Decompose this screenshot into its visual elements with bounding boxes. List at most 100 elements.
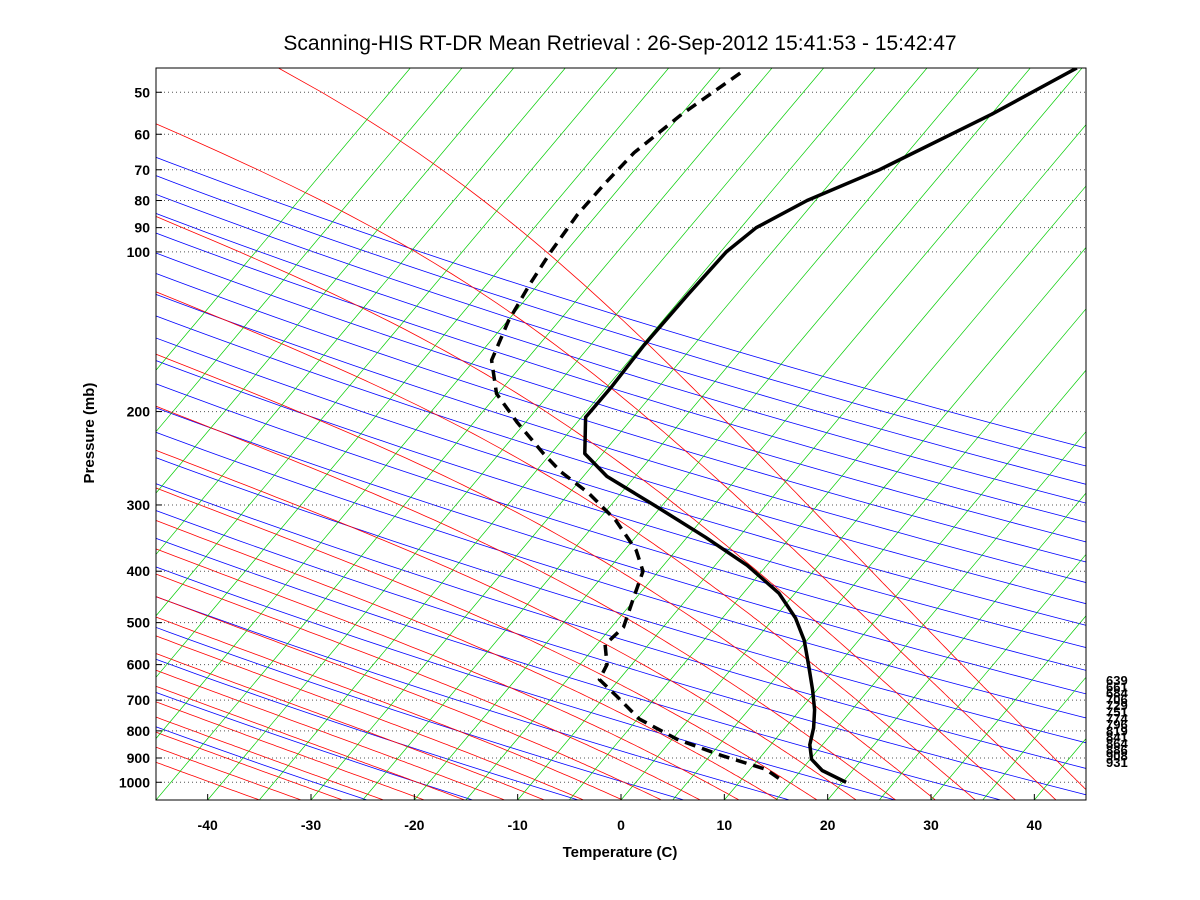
moist-adiabat [156,731,344,800]
mixing-ratio-line [156,68,411,371]
moist-adiabat [156,685,466,800]
moist-adiabat [156,616,624,800]
moist-adiabat [156,487,818,800]
moist-adiabat [156,520,779,800]
dry-adiabat [156,213,1086,504]
dry-adiabat [156,175,1086,467]
x-tick-label: 30 [923,817,939,833]
mixing-ratio-line [1138,68,1200,800]
right-side-label: 864 [1106,736,1128,751]
moist-adiabat [156,701,426,800]
moist-adiabat [156,761,261,800]
dry-adiabat [156,431,1086,719]
y-tick-label: 900 [127,750,151,766]
moist-adiabat [156,746,303,800]
x-tick-label: 10 [717,817,733,833]
moist-adiabat [156,291,977,800]
moist-adiabat [156,635,585,800]
mixing-ratio-line [310,68,928,800]
dry-adiabat [156,726,369,800]
moist-adiabat [156,353,937,800]
y-tick-label: 70 [134,162,150,178]
right-side-label: 706 [1106,692,1128,707]
right-side-label: 931 [1106,755,1128,770]
dry-adiabat [156,483,1086,769]
moist-adiabat [156,669,506,800]
pressure-gridlines [156,91,1086,783]
moist-adiabat [156,573,702,800]
right-side-label: 729 [1106,698,1128,713]
y-tick-label: 700 [127,692,151,708]
profiles [489,68,1078,784]
mixing-ratio-line [259,68,876,800]
dry-adiabat [156,457,1086,744]
y-tick-label: 200 [127,404,151,420]
dry-adiabat [156,596,791,800]
background-lines [156,68,1200,800]
right-side-label: 819 [1106,723,1128,738]
dry-adiabat [156,294,1086,583]
mixing-ratio-line [1189,68,1200,800]
dry-adiabat [156,360,1086,648]
y-tick-label: 100 [127,244,151,260]
y-tick-label: 300 [127,497,151,513]
dry-adiabat [156,273,1086,563]
mixing-ratio-line [362,68,979,800]
right-side-label: 684 [1106,686,1128,701]
moist-adiabat [156,596,663,800]
moist-adiabat [156,405,897,800]
x-axis-ticks: -40 -30 -20 -10 0 10 20 30 40 [198,794,1042,833]
dry-adiabat [156,232,1086,523]
moist-adiabat [156,548,740,800]
right-side-label: 886 [1106,742,1128,757]
mixing-ratio-line [517,124,1086,800]
mixing-ratio-line [156,68,773,800]
mixing-ratio-line [207,68,824,800]
right-side-label: 661 [1106,679,1128,694]
dry-adiabat [156,156,1086,449]
dry-adiabat [156,566,897,800]
right-side-label: 841 [1106,730,1128,745]
y-tick-label: 90 [134,220,150,236]
mixing-ratio-line [156,68,463,433]
moist-adiabat [156,449,857,800]
dry-adiabat [156,337,1086,626]
chart-title: Scanning-HIS RT-DR Mean Retrieval : 26-S… [283,32,956,55]
mixing-ratio-line [930,615,1086,800]
y-tick-label: 600 [127,657,151,673]
dry-adiabat [156,383,1086,671]
dry-adiabat [156,510,1086,796]
y-tick-label: 400 [127,563,151,579]
right-side-label: 639 [1106,673,1128,688]
dry-adiabat [156,537,1003,800]
y-tick-label: 1000 [119,774,150,790]
temperature-profile [583,68,1078,784]
right-side-label: 908 [1106,749,1128,764]
right-side-label: 774 [1106,711,1128,726]
mixing-ratio-line [879,553,1086,800]
right-side-label: 751 [1106,705,1128,720]
mixing-ratio-line [156,68,514,494]
mixing-ratio-line [1085,799,1086,800]
moist-adiabat [156,123,1057,800]
x-tick-label: -20 [404,817,424,833]
mixing-ratio-line [672,308,1086,800]
mixing-ratio-line [156,68,618,617]
mixing-ratio-line [724,369,1086,800]
mixing-ratio-line [465,68,1083,800]
dry-adiabat [156,252,1086,543]
mixing-ratio-line [569,185,1086,800]
mixing-ratio-line [620,246,1086,800]
dry-adiabat [156,658,580,800]
dewpoint-profile [489,71,781,781]
mixing-ratio-line [414,68,1031,800]
mixing-ratio-line [156,68,721,740]
y-tick-label: 60 [134,126,150,142]
x-axis-label: Temperature (C) [563,844,678,861]
y-tick-label: 50 [134,84,150,100]
mixing-ratio-line [156,68,566,555]
y-tick-label: 500 [127,615,151,631]
y-tick-label: 800 [127,723,151,739]
dry-adiabat [156,407,1086,695]
